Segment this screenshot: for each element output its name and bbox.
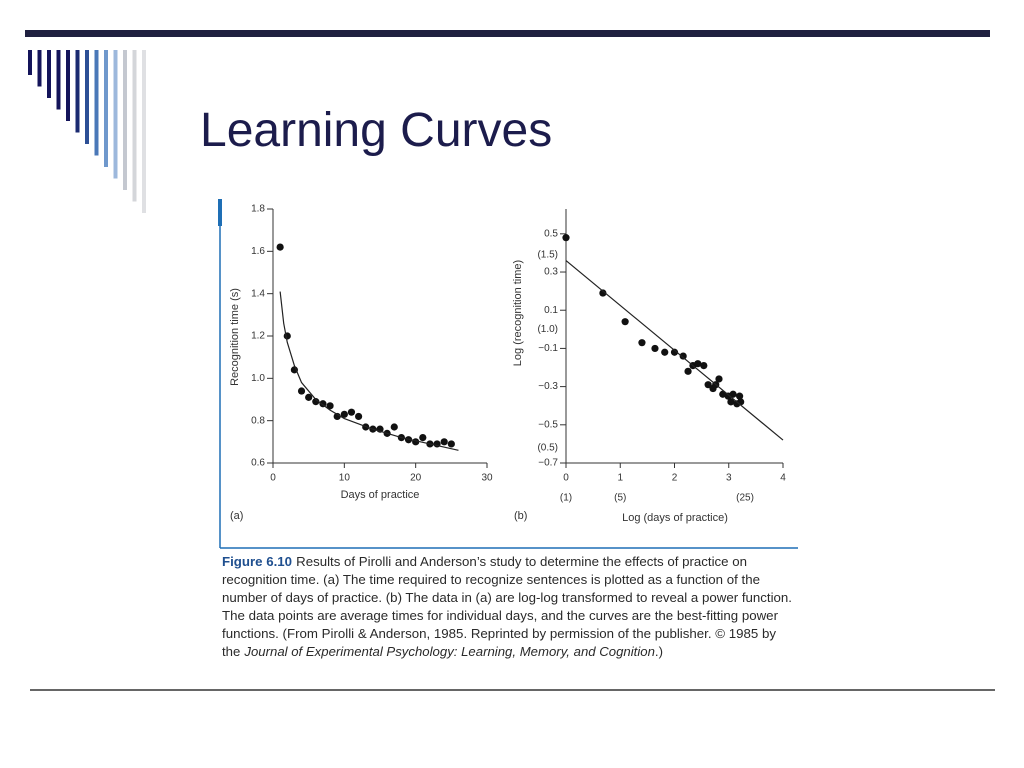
slide-title: Learning Curves [200, 104, 552, 157]
data-point [715, 375, 723, 383]
data-point [283, 332, 291, 340]
data-point [326, 402, 334, 410]
decor-bar [47, 50, 51, 98]
y-tick-label: 0.1 [544, 305, 558, 316]
data-point [704, 381, 712, 389]
data-point [297, 387, 306, 395]
journal-name: Journal of Experimental Psychology: Lear… [243, 644, 655, 659]
x-tick-label: 3 [726, 473, 732, 484]
x-secondary-label: (5) [614, 493, 626, 504]
caption-line: The data points are average times for in… [222, 608, 779, 623]
caption: Figure 6.10 Results of Pirolli and Anders… [222, 554, 792, 659]
y-tick-label: −0.5 [538, 419, 558, 430]
caption-line: recognition time. (a) The time required … [222, 572, 760, 587]
caption-line: Figure 6.10 Results of Pirolli and Anders… [222, 554, 747, 569]
data-point [312, 398, 320, 406]
y-tick-label: 1.0 [251, 373, 265, 384]
data-point [290, 366, 298, 374]
decor-bar [104, 50, 108, 167]
x-tick-label: 2 [672, 473, 678, 484]
y-tick-label: 0.3 [544, 267, 558, 278]
caption-line: the Journal of Experimental Psychology: L… [222, 644, 663, 659]
data-point [419, 434, 427, 442]
caption-line: functions. (From Pirolli & Anderson, 198… [222, 626, 777, 641]
data-point [736, 392, 744, 400]
data-point [347, 408, 356, 416]
fit-line [565, 260, 784, 441]
caption-text: the [222, 644, 240, 659]
data-point [276, 243, 284, 251]
data-point [340, 410, 348, 418]
y-tick-label: 1.6 [251, 246, 265, 257]
panel-label: (a) [230, 510, 243, 522]
y-tick-label: 1.8 [251, 204, 265, 215]
x-secondary-label: (1) [560, 493, 572, 504]
x-tick-label: 0 [563, 473, 569, 484]
y-axis-label: Recognition time (s) [229, 288, 241, 386]
caption-text: .) [655, 644, 663, 659]
y-tick-label: 0.6 [251, 458, 265, 469]
x-tick-label: 20 [410, 473, 422, 484]
caption-text: Results of Pirolli and Anderson’s study … [296, 554, 747, 569]
decor-bar [66, 50, 70, 121]
x-tick-label: 4 [780, 473, 786, 484]
decor-bar [85, 50, 89, 144]
y-tick-label: −0.7 [538, 458, 558, 469]
x-tick-label: 30 [481, 473, 493, 484]
y-tick-label: 1.2 [251, 331, 265, 342]
decor-bar [37, 50, 42, 87]
y-tick-label: −0.3 [538, 381, 558, 392]
data-point [651, 344, 659, 353]
x-axis-label: Days of practice [341, 489, 420, 501]
data-point [729, 390, 737, 398]
panel-label: (b) [514, 510, 527, 522]
x-tick-label: 0 [270, 473, 276, 484]
y-tick-label: 1.4 [251, 288, 265, 299]
data-point [562, 234, 570, 242]
data-point [694, 360, 702, 368]
data-point [390, 423, 398, 431]
decor-bar [56, 50, 61, 110]
data-point [305, 393, 313, 401]
y-tick-label: 0.8 [251, 415, 265, 426]
data-point [661, 348, 669, 356]
data-point [599, 289, 607, 297]
x-axis-label: Log (days of practice) [622, 512, 728, 524]
decor-bar [113, 50, 118, 179]
y-axis-label: Log (recognition time) [512, 260, 524, 366]
decor-bar [28, 50, 32, 75]
data-point [684, 367, 692, 375]
y-secondary-label: (0.5) [537, 442, 558, 453]
figure-label: Figure 6.10 [222, 554, 292, 569]
x-tick-label: 10 [339, 473, 351, 484]
data-point [333, 412, 341, 421]
data-point [638, 339, 646, 347]
data-point [621, 318, 629, 326]
decor-bar [75, 50, 80, 133]
decoration [28, 50, 146, 213]
caption-line: number of days of practice. (b) The data… [222, 590, 792, 605]
data-point [355, 412, 363, 421]
decor-bar [94, 50, 99, 156]
top-bar [25, 30, 990, 37]
x-tick-label: 1 [617, 473, 623, 484]
data-point [670, 348, 679, 356]
y-tick-label: −0.1 [538, 343, 558, 354]
data-point [727, 398, 735, 406]
data-point [447, 440, 455, 448]
data-point [440, 438, 448, 446]
y-secondary-label: (1.0) [537, 324, 558, 335]
fit-line [279, 291, 459, 451]
decor-bar [142, 50, 146, 213]
data-point [679, 352, 687, 360]
x-secondary-label: (25) [736, 493, 754, 504]
data-point [700, 362, 708, 370]
decor-bar [132, 50, 137, 202]
y-secondary-label: (1.5) [537, 249, 558, 260]
y-tick-label: 0.5 [544, 228, 558, 239]
decor-bar [123, 50, 127, 190]
